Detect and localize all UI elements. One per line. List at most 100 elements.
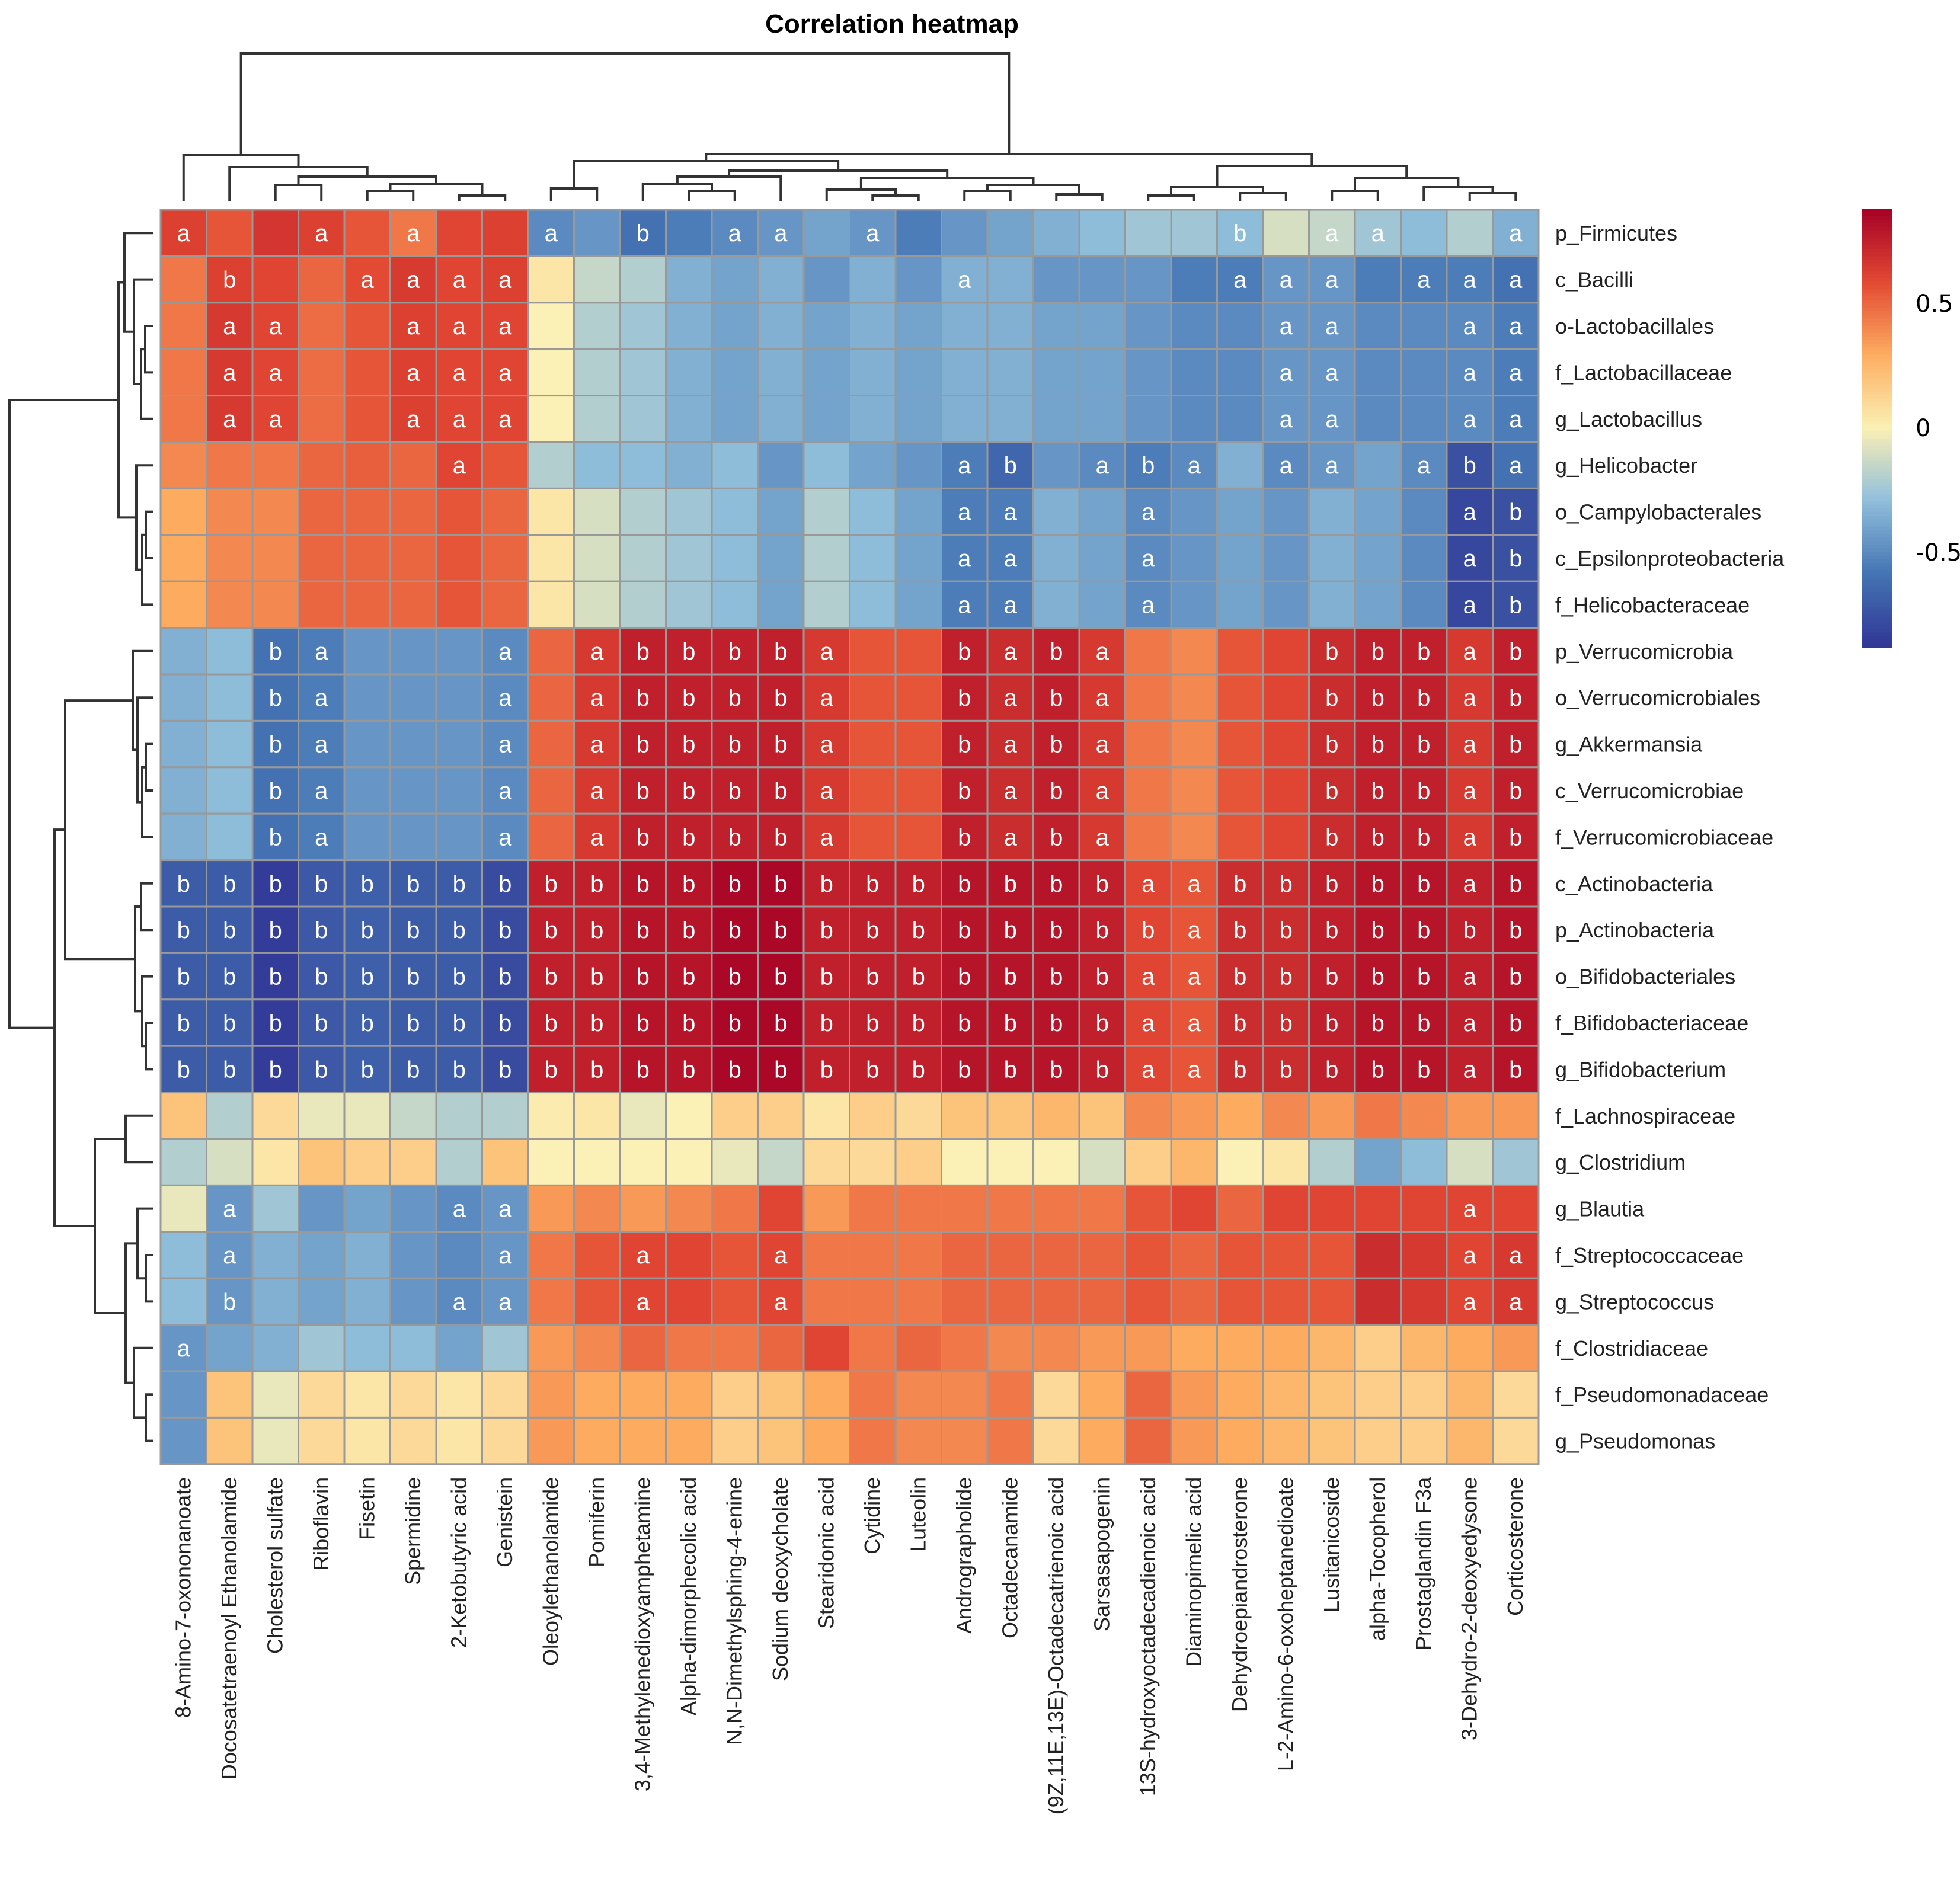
colorbar-segment [1862, 450, 1892, 455]
heatmap-cell [619, 812, 667, 862]
heatmap-cell [1078, 487, 1126, 536]
cell-annotation: b [1004, 1057, 1017, 1083]
cell-annotation: a [315, 685, 328, 711]
cell-annotation: a [774, 220, 788, 247]
colorbar-segment [1862, 296, 1892, 301]
cell-annotation: b [1280, 917, 1293, 943]
cell-annotation: b [361, 1057, 374, 1083]
dendrogram-branch [123, 232, 153, 333]
heatmap-cell [849, 1416, 897, 1465]
column-label: 8-Amino-7-oxononanoate [171, 1477, 196, 1718]
cell-annotation: b [1509, 732, 1522, 758]
cell-annotation: b [545, 917, 558, 943]
heatmap-cell [941, 348, 989, 397]
cell-annotation: b [1325, 1057, 1338, 1083]
cell-annotation: b [269, 685, 282, 711]
heatmap-cell [1400, 1092, 1448, 1140]
heatmap-cell [1124, 209, 1172, 257]
heatmap-cell [986, 1184, 1034, 1233]
heatmap-cell [1354, 1277, 1402, 1326]
cell-annotation: b [912, 1057, 925, 1083]
heatmap-cell [1078, 905, 1126, 954]
heatmap-cell [1124, 627, 1172, 676]
heatmap-cell [1170, 1370, 1218, 1419]
heatmap-cell [711, 441, 759, 489]
colorbar-segment [1862, 409, 1892, 414]
cell-annotation: a [820, 639, 834, 665]
colorbar-segment [1862, 267, 1892, 271]
heatmap-cell [941, 534, 989, 582]
heatmap-cell [435, 905, 483, 954]
cell-annotation: a [453, 453, 466, 479]
heatmap-cell [1078, 534, 1126, 582]
cell-annotation: a [1142, 1057, 1155, 1083]
cell-annotation: a [1142, 592, 1155, 618]
colorbar-segment [1862, 384, 1892, 389]
heatmap-cell [481, 719, 529, 769]
cell-annotation: b [637, 220, 650, 247]
colorbar-segment [1862, 511, 1892, 516]
heatmap-cell [1400, 905, 1448, 954]
heatmap-cell [757, 302, 805, 350]
row-label: p_Verrucomicrobia [1555, 639, 1734, 664]
heatmap-cell [941, 1184, 989, 1233]
colorbar-segment [1862, 388, 1892, 392]
heatmap-cell [481, 348, 529, 397]
heatmap-cell [527, 1324, 575, 1372]
heatmap-cell [1262, 534, 1310, 582]
heatmap-cell [298, 719, 346, 769]
heatmap-cell [802, 348, 850, 397]
heatmap-cell [1216, 766, 1264, 815]
dendrogram-branch [53, 828, 95, 1227]
heatmap-cell [298, 1184, 346, 1233]
heatmap-cell [159, 348, 207, 397]
heatmap-cell [849, 1138, 897, 1186]
dendrogram-branch [366, 190, 415, 201]
heatmap-cell [1216, 719, 1264, 769]
heatmap-cell [665, 534, 713, 582]
heatmap-cell [527, 627, 575, 676]
cell-annotation: b [269, 778, 282, 804]
heatmap-cell [941, 952, 989, 1001]
row-label: f_Helicobacteraceae [1555, 593, 1750, 617]
heatmap-cell [1446, 952, 1494, 1001]
cell-annotation: a [1004, 778, 1018, 804]
cell-annotation: b [820, 1010, 833, 1036]
cell-annotation: b [269, 1010, 282, 1036]
colorbar: 0.5 0 -0.5 [1862, 209, 1960, 648]
heatmap-cell [757, 627, 805, 676]
heatmap-cell [1032, 302, 1080, 350]
dendrogram-branch [1055, 193, 1104, 201]
cell-annotation: b [223, 871, 236, 897]
heatmap-cell [1354, 998, 1402, 1047]
heatmap-cell [849, 766, 897, 815]
cell-annotation: b [223, 964, 236, 990]
cell-annotation: a [453, 1289, 466, 1315]
cell-annotation: a [407, 360, 420, 386]
heatmap-cell [1446, 1138, 1494, 1186]
dendrogram-branch [676, 175, 782, 201]
heatmap-cell [1354, 441, 1402, 489]
heatmap-cell [298, 348, 346, 397]
cell-annotation: b [774, 964, 787, 990]
heatmap-cell [619, 859, 667, 908]
colorbar-segment [1862, 566, 1892, 571]
cell-annotation: b [1325, 685, 1338, 711]
heatmap-cell [527, 348, 575, 397]
cell-annotation: b [590, 964, 603, 990]
heatmap-cell [665, 580, 713, 629]
dendrogram-branch [1468, 192, 1517, 201]
cell-annotation: a [1463, 778, 1477, 804]
cell-annotation: a [1463, 313, 1477, 340]
heatmap-cell [619, 580, 667, 629]
heatmap-cell [1216, 1045, 1264, 1094]
colorbar-segment [1862, 303, 1892, 308]
heatmap-cell [1216, 905, 1264, 954]
cell-annotation: b [958, 964, 971, 990]
heatmap-cell [573, 1324, 621, 1372]
heatmap-cell [1492, 1184, 1540, 1233]
column-label: N,N-Dimethylsphing-4-enine [722, 1477, 747, 1745]
heatmap-cell [343, 998, 391, 1047]
heatmap-cell [1216, 255, 1264, 304]
cell-annotation: b [637, 1010, 650, 1036]
